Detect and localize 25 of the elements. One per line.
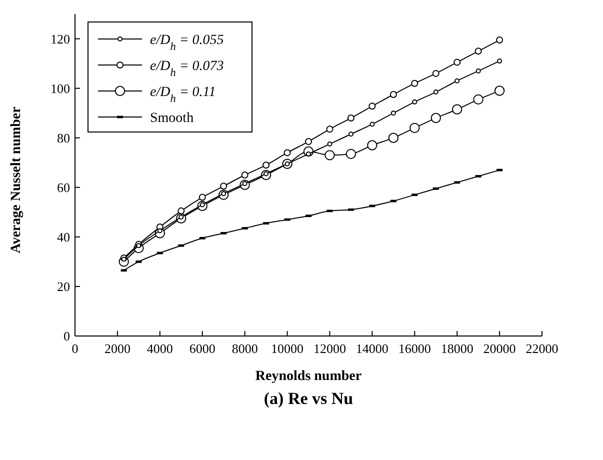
y-tick-label: 100 bbox=[50, 80, 70, 96]
x-tick-label: 8000 bbox=[232, 341, 258, 356]
x-tick-label: 2000 bbox=[104, 341, 130, 356]
y-tick-label: 80 bbox=[57, 130, 70, 146]
x-tick-label: 12000 bbox=[313, 341, 346, 356]
x-tick-label: 22000 bbox=[526, 341, 558, 356]
y-tick-label: 0 bbox=[64, 328, 70, 344]
legend-label: e/D$_{h}$ = 0.055 bbox=[150, 32, 224, 53]
x-tick-label: 4000 bbox=[146, 341, 173, 356]
y-tick-label: 120 bbox=[50, 31, 70, 46]
y-tick-label: 20 bbox=[57, 279, 70, 294]
y-axis-title: Average Nusselt number bbox=[9, 106, 24, 254]
y-tick-label: 60 bbox=[57, 180, 70, 195]
y-tick-label: 40 bbox=[57, 229, 70, 244]
x-tick-label: 18000 bbox=[440, 341, 474, 356]
x-tick-label: 20000 bbox=[483, 341, 516, 356]
x-tick-label: 14000 bbox=[356, 341, 388, 356]
text: (a) Re vs Nu bbox=[264, 389, 354, 408]
legend-label: e/D$_{h}$ = 0.11 bbox=[150, 84, 216, 105]
legend-label: e/D$_{h}$ = 0.073 bbox=[150, 58, 224, 79]
legend-label: Smooth bbox=[150, 110, 194, 126]
x-tick-label: 16000 bbox=[398, 341, 431, 356]
x-axis-title: Reynolds number bbox=[255, 369, 362, 384]
x-tick-label: 10000 bbox=[271, 341, 304, 356]
x-tick-label: 6000 bbox=[189, 341, 216, 356]
